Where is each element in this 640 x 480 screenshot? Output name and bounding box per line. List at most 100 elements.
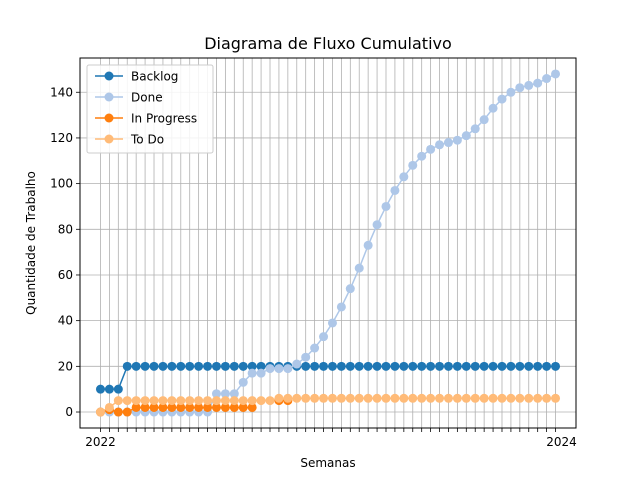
data-point-done [533, 78, 543, 88]
data-point-done [211, 389, 221, 399]
data-point-to-do [390, 393, 400, 403]
data-point-done [426, 144, 436, 154]
data-point-in-progress [211, 402, 221, 412]
y-tick-label: 120 [50, 131, 73, 145]
data-point-backlog [524, 361, 534, 371]
data-point-to-do [238, 396, 248, 406]
data-point-backlog [408, 361, 418, 371]
y-tick-label: 60 [58, 268, 73, 282]
y-tick-label: 40 [58, 314, 73, 328]
data-point-done [542, 74, 552, 84]
data-point-to-do [452, 393, 462, 403]
data-point-to-do [220, 396, 230, 406]
data-point-done [301, 352, 311, 362]
legend: Backlog Done In Progress To Do [86, 64, 214, 154]
data-point-to-do [399, 393, 409, 403]
data-point-backlog [149, 361, 159, 371]
data-point-to-do [435, 393, 445, 403]
y-tick-label: 140 [50, 85, 73, 99]
data-point-to-do [194, 396, 204, 406]
data-point-done [265, 364, 275, 374]
data-point-backlog [399, 361, 409, 371]
data-point-done [363, 240, 373, 250]
data-point-to-do [256, 396, 266, 406]
data-point-to-do [265, 396, 275, 406]
data-point-done [461, 131, 471, 141]
data-point-done [488, 103, 498, 113]
data-point-backlog [327, 361, 337, 371]
data-point-backlog [551, 361, 561, 371]
data-point-done [238, 377, 248, 387]
data-point-to-do [354, 393, 364, 403]
data-point-to-do [301, 393, 311, 403]
data-point-backlog [426, 361, 436, 371]
series-to-do [95, 393, 561, 417]
data-point-done [408, 160, 418, 170]
data-point-in-progress [176, 402, 186, 412]
legend-label: Backlog [131, 70, 178, 84]
data-point-backlog [301, 361, 311, 371]
y-tick-label: 100 [50, 177, 73, 191]
data-point-to-do [229, 396, 239, 406]
data-point-to-do [336, 393, 346, 403]
data-point-backlog [515, 361, 525, 371]
data-point-done [292, 359, 302, 369]
data-point-in-progress [220, 402, 230, 412]
data-point-in-progress [158, 402, 168, 412]
data-point-to-do [104, 402, 114, 412]
data-point-backlog [435, 361, 445, 371]
data-point-backlog [443, 361, 453, 371]
data-point-to-do [470, 393, 480, 403]
data-point-in-progress [238, 402, 248, 412]
data-point-to-do [515, 393, 525, 403]
data-point-done [551, 69, 561, 79]
data-point-in-progress [122, 407, 132, 417]
data-point-backlog [488, 361, 498, 371]
data-point-done [524, 80, 534, 90]
legend-item-to-do: To Do [95, 133, 164, 147]
data-point-done [497, 94, 507, 104]
data-point-done [256, 368, 266, 378]
y-tick-label: 80 [58, 222, 73, 236]
data-point-to-do [533, 393, 543, 403]
data-point-done [354, 263, 364, 273]
data-point-backlog [533, 361, 543, 371]
data-point-to-do [158, 396, 168, 406]
data-point-done [435, 140, 445, 150]
data-point-backlog [238, 361, 248, 371]
data-point-to-do [247, 396, 257, 406]
data-point-backlog [319, 361, 329, 371]
legend-item-done: Done [95, 91, 163, 105]
data-point-backlog [113, 384, 123, 394]
data-point-to-do [274, 393, 284, 403]
data-point-backlog [211, 361, 221, 371]
legend-marker [104, 71, 114, 81]
data-point-done [506, 87, 516, 97]
data-point-backlog [417, 361, 427, 371]
data-point-done [319, 332, 329, 342]
data-point-backlog [176, 361, 186, 371]
legend-label: Done [131, 91, 163, 105]
series-done [95, 69, 561, 417]
legend-item-in-progress: In Progress [95, 112, 197, 126]
data-point-to-do [203, 396, 213, 406]
data-point-backlog [542, 361, 552, 371]
ticks: 2022 2024 0 20 40 60 80 100 120 140 [50, 85, 577, 449]
data-point-to-do [283, 393, 293, 403]
legend-box [86, 64, 214, 154]
legend-label: In Progress [131, 112, 197, 126]
y-axis-label: Quantidade de Trabalho [24, 171, 38, 315]
data-point-to-do [408, 393, 418, 403]
data-point-to-do [149, 396, 159, 406]
data-point-done [417, 151, 427, 161]
data-point-to-do [426, 393, 436, 403]
data-point-done [336, 302, 346, 312]
series-backlog [95, 361, 561, 394]
data-point-in-progress [194, 402, 204, 412]
data-point-to-do [542, 393, 552, 403]
data-point-to-do [211, 396, 221, 406]
data-point-done [220, 389, 230, 399]
data-point-in-progress [149, 402, 159, 412]
data-point-backlog [158, 361, 168, 371]
